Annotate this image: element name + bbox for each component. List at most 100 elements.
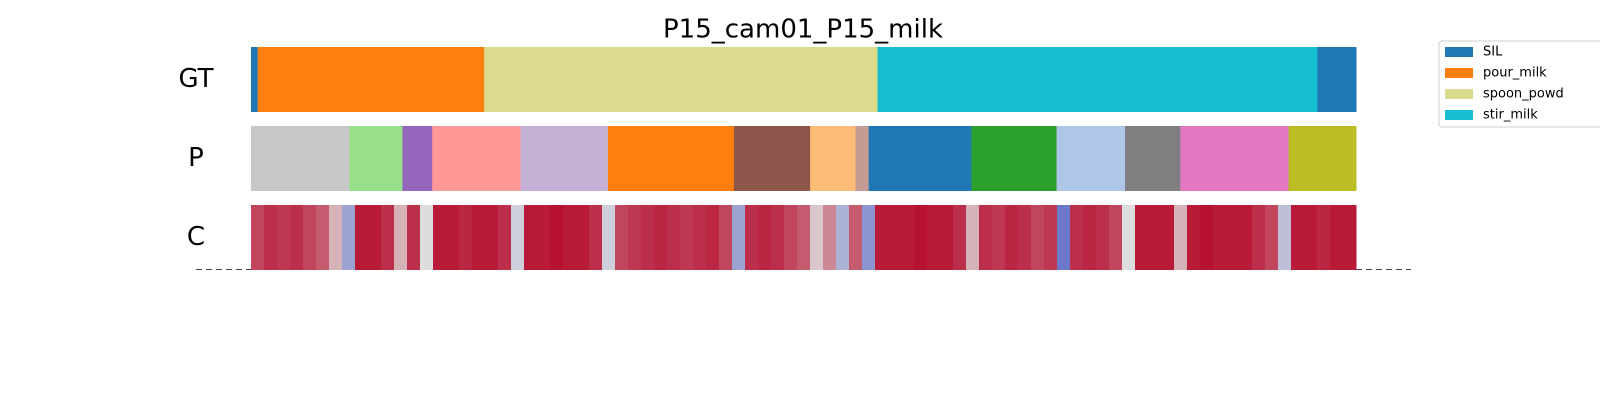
segment [1317, 47, 1357, 112]
confidence-cell [1070, 205, 1084, 270]
segment [432, 126, 522, 191]
legend-label: SIL [1483, 45, 1503, 60]
confidence-cell [537, 205, 551, 270]
segment [877, 47, 1318, 112]
confidence-cell [498, 205, 512, 270]
confidence-cell [706, 205, 720, 270]
confidence-cell [290, 205, 304, 270]
confidence-cell [1330, 205, 1344, 270]
segment [402, 126, 433, 191]
segment [251, 126, 350, 191]
confidence-cell [1239, 205, 1253, 270]
confidence-cell [1252, 205, 1266, 270]
confidence-cell [342, 205, 356, 270]
confidence-cell [524, 205, 538, 270]
confidence-cell [1083, 205, 1097, 270]
confidence-cell [875, 205, 889, 270]
legend-swatch [1445, 47, 1473, 57]
legend-box [1438, 40, 1600, 128]
segment [733, 126, 811, 191]
confidence-cell [407, 205, 421, 270]
confidence-cell [1018, 205, 1032, 270]
confidence-cell [1200, 205, 1214, 270]
confidence-cell [251, 205, 265, 270]
chart-title: P15_cam01_P15_milk [663, 15, 943, 45]
confidence-cell [472, 205, 486, 270]
confidence-cell [1161, 205, 1175, 270]
confidence-cell [862, 205, 876, 270]
legend-swatch [1445, 110, 1473, 120]
segment [484, 47, 879, 112]
confidence-cell [810, 205, 824, 270]
confidence-cell [563, 205, 577, 270]
confidence-cell [849, 205, 863, 270]
segment [1125, 126, 1181, 191]
confidence-cell [368, 205, 382, 270]
confidence-cell [1109, 205, 1123, 270]
confidence-cell [1304, 205, 1318, 270]
confidence-cell [797, 205, 811, 270]
segment [855, 126, 870, 191]
confidence-cell [680, 205, 694, 270]
segment [810, 126, 856, 191]
segment [971, 126, 1058, 191]
confidence-cell [277, 205, 291, 270]
confidence-cell [836, 205, 850, 270]
confidence-cell [1174, 205, 1188, 270]
confidence-cell [576, 205, 590, 270]
confidence-cell [1343, 205, 1357, 270]
confidence-cell [992, 205, 1006, 270]
confidence-cell [1044, 205, 1058, 270]
segment [257, 47, 485, 112]
confidence-cell [654, 205, 668, 270]
segment [520, 126, 609, 191]
confidence-cell [394, 205, 408, 270]
confidence-cell [784, 205, 798, 270]
confidence-cell [628, 205, 642, 270]
segment [1180, 126, 1290, 191]
confidence-cell [589, 205, 603, 270]
confidence-cell [1031, 205, 1045, 270]
confidence-cell [1278, 205, 1292, 270]
confidence-cell [485, 205, 499, 270]
confidence-cell [1213, 205, 1227, 270]
legend-swatch [1445, 89, 1473, 99]
confidence-cell [355, 205, 369, 270]
confidence-cell [1291, 205, 1305, 270]
segment [1288, 126, 1357, 191]
confidence-cell [927, 205, 941, 270]
confidence-cell [1057, 205, 1071, 270]
confidence-cell [732, 205, 746, 270]
confidence-cell [758, 205, 772, 270]
confidence-cell [966, 205, 980, 270]
confidence-cell [1317, 205, 1331, 270]
confidence-cell [511, 205, 525, 270]
confidence-cell [914, 205, 928, 270]
confidence-cell [459, 205, 473, 270]
confidence-cell [979, 205, 993, 270]
confidence-cell [264, 205, 278, 270]
segment [868, 126, 972, 191]
confidence-cell [1096, 205, 1110, 270]
confidence-cell [719, 205, 733, 270]
confidence-cell [1148, 205, 1162, 270]
confidence-cell [641, 205, 655, 270]
confidence-cell [953, 205, 967, 270]
row-label: P [188, 143, 204, 173]
confidence-cell [823, 205, 837, 270]
confidence-cell [940, 205, 954, 270]
segment [251, 47, 259, 112]
confidence-cell [888, 205, 902, 270]
legend-label: stir_milk [1483, 108, 1538, 123]
segment [349, 126, 403, 191]
confidence-cell [1122, 205, 1136, 270]
legend-label: pour_milk [1483, 66, 1547, 81]
confidence-cell [446, 205, 460, 270]
confidence-cell [420, 205, 434, 270]
confidence-cell [381, 205, 395, 270]
segment [607, 126, 735, 191]
confidence-cell [1135, 205, 1149, 270]
confidence-cell [667, 205, 681, 270]
row-label: GT [178, 64, 213, 94]
